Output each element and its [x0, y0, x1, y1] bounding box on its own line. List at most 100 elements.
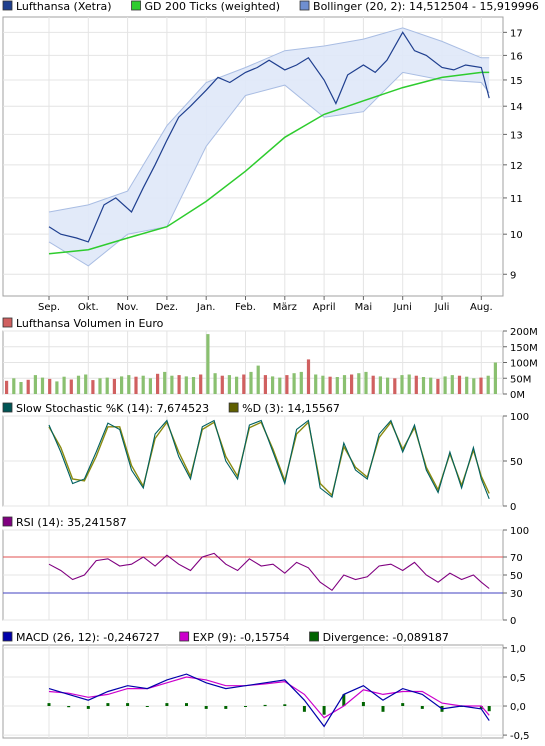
volume-bar-64	[465, 376, 469, 394]
volume-bar-29	[213, 373, 217, 394]
volume-bar-34	[249, 371, 253, 394]
volume-bar-60	[436, 378, 440, 394]
divergence-bar-4	[126, 703, 130, 706]
volume-bar-66	[479, 377, 483, 394]
price-legend-swatch-2	[299, 0, 310, 11]
volume-bar-31	[227, 375, 231, 394]
volume-bar-36	[263, 375, 267, 394]
volume-bar-0	[5, 380, 9, 394]
volume-bar-44	[321, 375, 325, 394]
volume-ytick-label-4: 0M	[510, 390, 525, 401]
volume-bar-9	[69, 379, 73, 394]
volume-bar-13	[98, 378, 102, 395]
volume-bar-42	[306, 359, 311, 394]
divergence-bar-23	[487, 706, 491, 712]
divergence-bar-17	[381, 706, 385, 712]
bollinger-upper-line	[48, 27, 490, 213]
rsi-legend-swatch-0	[2, 516, 13, 527]
volume-bar-55	[400, 375, 404, 394]
volume-bar-28	[206, 334, 210, 394]
volume-bar-57	[414, 375, 418, 394]
volume-bar-19	[141, 375, 145, 394]
volume-bar-56	[407, 374, 411, 394]
volume-bar-65	[472, 378, 476, 395]
volume-ytick-label-0: 200M	[510, 327, 538, 338]
price-ytick-label-1: 16	[510, 51, 523, 62]
volume-bar-52	[378, 376, 382, 394]
volume-bar-48	[350, 374, 354, 394]
stochastic-k-line	[48, 419, 490, 500]
stoch-legend-label-0: Slow Stochastic %K (14): 7,674523	[16, 402, 209, 415]
price-ytick-label-8: 9	[510, 270, 516, 281]
month-label-10: Juli	[434, 302, 450, 313]
volume-bar-53	[386, 377, 390, 394]
volume-bar-62	[450, 375, 454, 394]
stoch-legend-label-1: %D (3): 14,15567	[242, 402, 340, 415]
price-legend-label-1: GD 200 Ticks (weighted)	[145, 0, 281, 13]
macd-legend-swatch-1	[179, 631, 190, 642]
volume-bar-45	[328, 376, 332, 394]
price-legend-swatch-1	[131, 0, 141, 11]
month-label-5: Feb.	[235, 302, 256, 313]
price-legend-swatch-0	[2, 0, 13, 11]
divergence-bar-3	[106, 703, 110, 706]
month-label-6: März	[273, 302, 297, 313]
rsi-ytick-label-0: 100	[510, 526, 529, 537]
macd-exp-line	[48, 676, 490, 719]
volume-bar-37	[271, 376, 275, 394]
divergence-bar-10	[244, 706, 247, 707]
price-ytick-label-3: 14	[510, 102, 523, 113]
volume-bar-47	[342, 375, 347, 394]
volume-bar-30	[220, 375, 224, 394]
price-legend-label-2: Bollinger (20, 2): 14,512504 - 15,919996	[313, 0, 539, 13]
bollinger-lower-line	[48, 71, 490, 267]
month-label-11: Aug.	[470, 302, 493, 313]
volume-bar-58	[421, 377, 426, 394]
rsi-ytick-label-4: 0	[510, 616, 516, 627]
divergence-bar-18	[401, 703, 405, 706]
divergence-bar-14	[322, 706, 326, 715]
gd200-line	[48, 71, 490, 255]
rsi-ytick-label-3: 30	[510, 589, 523, 600]
price-ytick-label-0: 17	[510, 28, 523, 39]
divergence-bar-12	[283, 704, 287, 706]
macd-ytick-label-1: 0,5	[510, 673, 526, 684]
price-ytick-label-4: 13	[510, 130, 523, 141]
month-label-9: Juni	[392, 302, 411, 313]
volume-bar-49	[357, 373, 361, 394]
volume-bar-11	[84, 374, 88, 394]
divergence-bar-22	[479, 706, 483, 709]
month-label-1: Okt.	[78, 302, 99, 313]
macd-legend-label-0: MACD (26, 12): -0,246727	[16, 631, 160, 644]
volume-bar-40	[292, 373, 296, 394]
volume-bar-22	[163, 371, 167, 394]
divergence-bar-0	[47, 703, 51, 706]
volume-bar-20	[148, 378, 152, 395]
volume-bar-8	[62, 376, 66, 394]
volume-bar-16	[120, 376, 124, 394]
volume-bar-6	[48, 378, 52, 394]
month-label-8: Mai	[355, 302, 373, 313]
month-label-4: Jan.	[196, 302, 216, 313]
volume-ytick-label-2: 100M	[510, 359, 538, 370]
stoch-ytick-label-1: 50	[510, 457, 523, 468]
rsi-line	[48, 552, 490, 592]
bollinger-band-fill	[49, 27, 490, 266]
volume-ytick-label-3: 50M	[510, 374, 531, 385]
volume-bar-26	[191, 377, 196, 394]
divergence-bar-7	[185, 703, 188, 706]
rsi-ytick-label-1: 70	[510, 553, 523, 564]
volume-bar-12	[91, 380, 95, 394]
month-label-2: Nov.	[117, 302, 139, 313]
divergence-bar-1	[67, 706, 71, 708]
volume-bar-33	[242, 374, 246, 394]
divergence-bar-6	[165, 703, 169, 706]
volume-bar-23	[170, 375, 174, 394]
volume-bar-39	[285, 375, 289, 394]
macd-legend-swatch-2	[309, 631, 319, 642]
stoch-legend-swatch-1	[228, 402, 239, 413]
volume-bar-10	[76, 375, 81, 394]
volume-bar-54	[393, 378, 397, 395]
